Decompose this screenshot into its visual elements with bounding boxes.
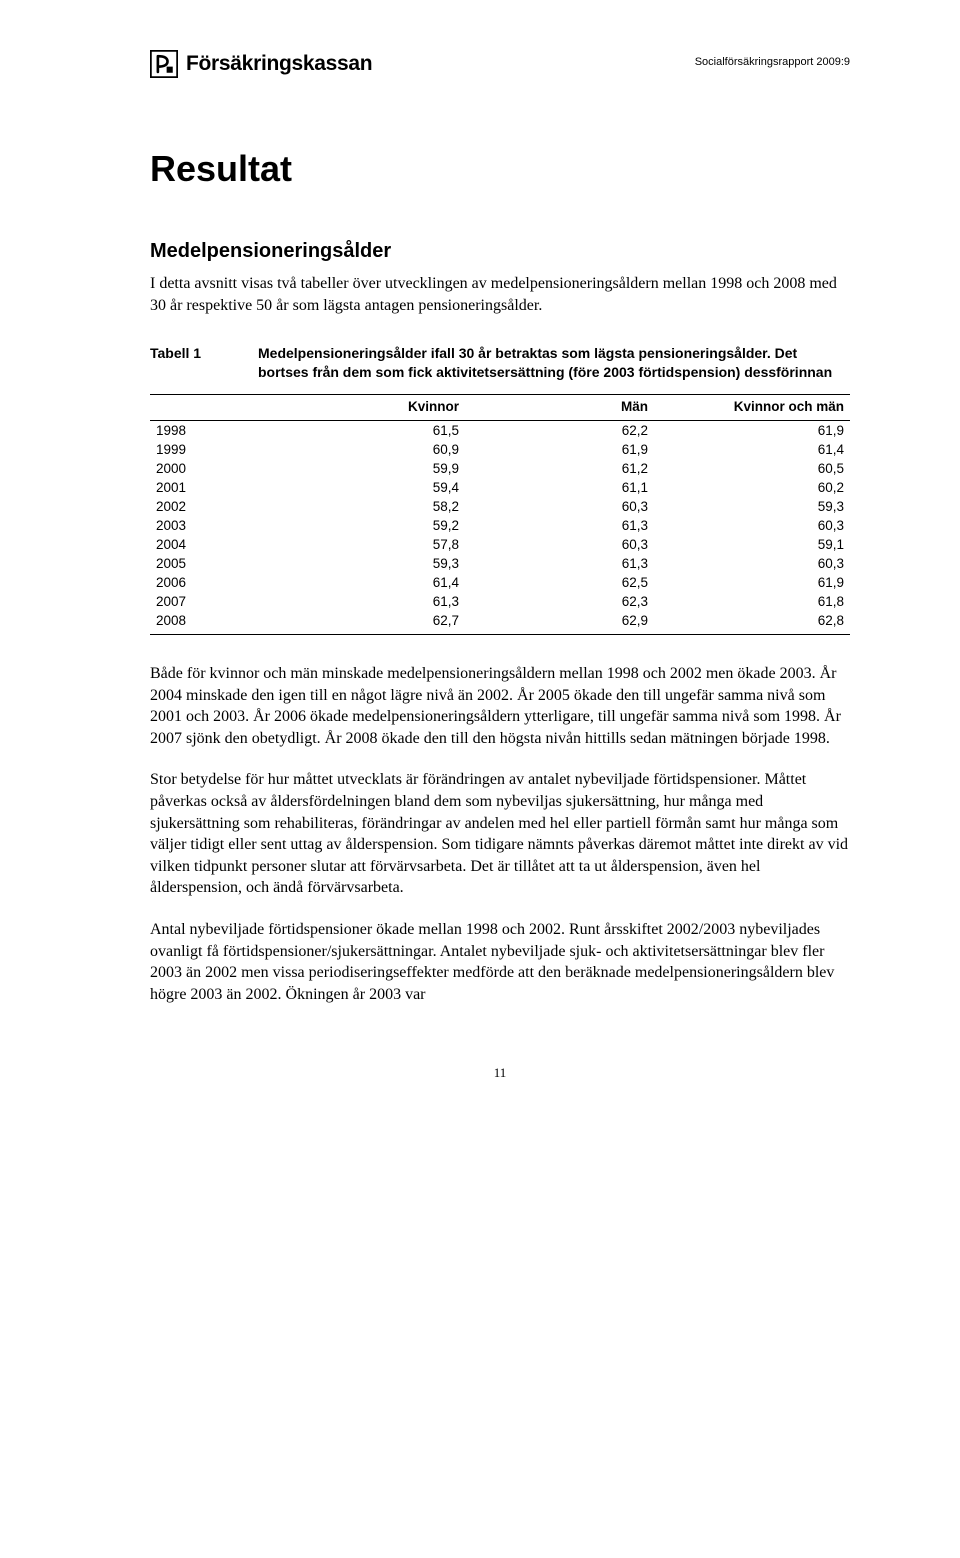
body-paragraph: Stor betydelse för hur måttet utvecklats… — [150, 769, 850, 899]
report-label: Socialförsäkringsrapport 2009:9 — [695, 56, 850, 68]
table-cell: 60,3 — [654, 554, 850, 573]
table-cell: 61,3 — [465, 554, 654, 573]
page-number: 11 — [150, 1065, 850, 1081]
table-cell: 61,4 — [654, 440, 850, 459]
subsection-heading: Medelpensioneringsålder — [150, 240, 850, 263]
table-cell: 2000 — [150, 459, 276, 478]
table-cell: 57,8 — [276, 535, 465, 554]
table-cell: 62,9 — [465, 611, 654, 635]
col-header — [150, 394, 276, 420]
table-cell: 61,9 — [654, 573, 850, 592]
table-cell: 60,9 — [276, 440, 465, 459]
intro-paragraph: I detta avsnitt visas två tabeller över … — [150, 273, 850, 316]
table-cell: 59,4 — [276, 478, 465, 497]
table-1-title: Tabell 1 Medelpensioneringsålder ifall 3… — [150, 344, 850, 382]
col-header: Kvinnor — [276, 394, 465, 420]
logo-icon — [150, 50, 178, 78]
table-caption: Medelpensioneringsålder ifall 30 år betr… — [258, 344, 850, 382]
table-cell: 1999 — [150, 440, 276, 459]
table-cell: 59,3 — [654, 497, 850, 516]
table-cell: 62,5 — [465, 573, 654, 592]
table-row: 200559,361,360,3 — [150, 554, 850, 573]
table-cell: 61,5 — [276, 420, 465, 440]
table-cell: 2002 — [150, 497, 276, 516]
table-cell: 59,3 — [276, 554, 465, 573]
table-cell: 60,5 — [654, 459, 850, 478]
logo: Försäkringskassan — [150, 50, 372, 78]
table-row: 200661,462,561,9 — [150, 573, 850, 592]
table-row: 200457,860,359,1 — [150, 535, 850, 554]
table-cell: 61,3 — [465, 516, 654, 535]
col-header: Män — [465, 394, 654, 420]
table-cell: 62,2 — [465, 420, 654, 440]
body-paragraph: Antal nybeviljade förtidspensioner ökade… — [150, 919, 850, 1005]
table-cell: 62,3 — [465, 592, 654, 611]
table-cell: 60,3 — [465, 535, 654, 554]
table-header-row: Kvinnor Män Kvinnor och män — [150, 394, 850, 420]
table-cell: 59,1 — [654, 535, 850, 554]
table-row: 200761,362,361,8 — [150, 592, 850, 611]
table-cell: 58,2 — [276, 497, 465, 516]
body-paragraph: Både för kvinnor och män minskade medelp… — [150, 663, 850, 749]
table-row: 200059,961,260,5 — [150, 459, 850, 478]
table-cell: 2006 — [150, 573, 276, 592]
table-cell: 2007 — [150, 592, 276, 611]
table-number: Tabell 1 — [150, 344, 230, 382]
table-cell: 59,9 — [276, 459, 465, 478]
table-cell: 59,2 — [276, 516, 465, 535]
table-cell: 2008 — [150, 611, 276, 635]
table-1-block: Tabell 1 Medelpensioneringsålder ifall 3… — [150, 344, 850, 635]
table-cell: 61,9 — [465, 440, 654, 459]
table-cell: 2004 — [150, 535, 276, 554]
table-cell: 60,3 — [465, 497, 654, 516]
table-row: 200359,261,360,3 — [150, 516, 850, 535]
table-cell: 2003 — [150, 516, 276, 535]
table-cell: 1998 — [150, 420, 276, 440]
table-row: 200862,762,962,8 — [150, 611, 850, 635]
table-cell: 60,2 — [654, 478, 850, 497]
table-row: 200258,260,359,3 — [150, 497, 850, 516]
table-cell: 61,8 — [654, 592, 850, 611]
table-cell: 61,1 — [465, 478, 654, 497]
table-cell: 2005 — [150, 554, 276, 573]
table-cell: 62,7 — [276, 611, 465, 635]
logo-text: Försäkringskassan — [186, 52, 372, 76]
table-cell: 61,9 — [654, 420, 850, 440]
table-cell: 2001 — [150, 478, 276, 497]
page-title: Resultat — [150, 148, 850, 190]
table-cell: 62,8 — [654, 611, 850, 635]
col-header: Kvinnor och män — [654, 394, 850, 420]
table-row: 200159,461,160,2 — [150, 478, 850, 497]
table-row: 199861,562,261,9 — [150, 420, 850, 440]
table-cell: 61,2 — [465, 459, 654, 478]
table-cell: 60,3 — [654, 516, 850, 535]
table-row: 199960,961,961,4 — [150, 440, 850, 459]
page-header: Försäkringskassan Socialförsäkringsrappo… — [150, 50, 850, 78]
table-1: Kvinnor Män Kvinnor och män 199861,562,2… — [150, 394, 850, 635]
table-cell: 61,4 — [276, 573, 465, 592]
table-cell: 61,3 — [276, 592, 465, 611]
